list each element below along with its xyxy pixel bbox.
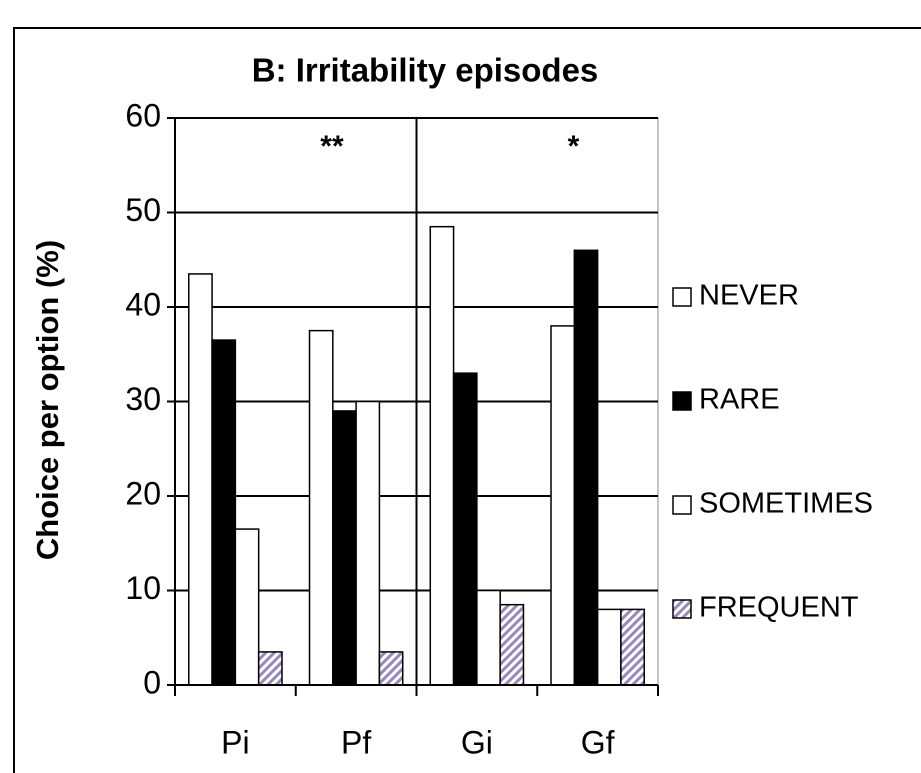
bar — [378, 651, 404, 686]
y-tick-label: 30 — [125, 381, 161, 417]
x-tick-label: Pi — [221, 724, 249, 760]
y-tick-label: 60 — [125, 97, 161, 133]
bar — [573, 249, 599, 686]
y-axis-label: Choice per option (%) — [30, 240, 65, 560]
y-tick-label: 10 — [125, 570, 161, 606]
legend-label: RARE — [699, 384, 780, 416]
bar — [234, 528, 260, 686]
bar — [332, 410, 357, 686]
bar — [429, 225, 455, 686]
y-tick-label: 40 — [125, 286, 161, 322]
bar — [620, 608, 645, 686]
bar — [308, 329, 334, 686]
bar — [355, 400, 381, 686]
y-tick-label: 0 — [143, 664, 161, 700]
legend-swatch — [672, 599, 692, 619]
bar — [596, 608, 622, 686]
y-tick-label: 50 — [125, 192, 161, 228]
bar — [452, 372, 478, 686]
bar — [476, 589, 501, 686]
y-tick-label: 20 — [125, 475, 161, 511]
bar — [550, 325, 576, 686]
legend-label: NEVER — [699, 280, 799, 312]
bar — [257, 651, 283, 686]
bar — [188, 273, 213, 686]
x-tick-label: Gi — [461, 724, 493, 760]
bar — [211, 339, 237, 686]
x-tick-label: Pf — [341, 724, 371, 760]
chart-title: B: Irritability episodes — [252, 52, 599, 89]
annotation: * — [568, 130, 580, 163]
legend-swatch — [672, 495, 692, 515]
x-tick-label: Gf — [581, 724, 615, 760]
legend-swatch — [672, 287, 692, 307]
legend-label: SOMETIMES — [699, 488, 873, 520]
legend-swatch — [672, 391, 692, 411]
annotation: ** — [320, 130, 344, 163]
bar — [499, 603, 525, 686]
legend-label: FREQUENT — [699, 592, 859, 624]
